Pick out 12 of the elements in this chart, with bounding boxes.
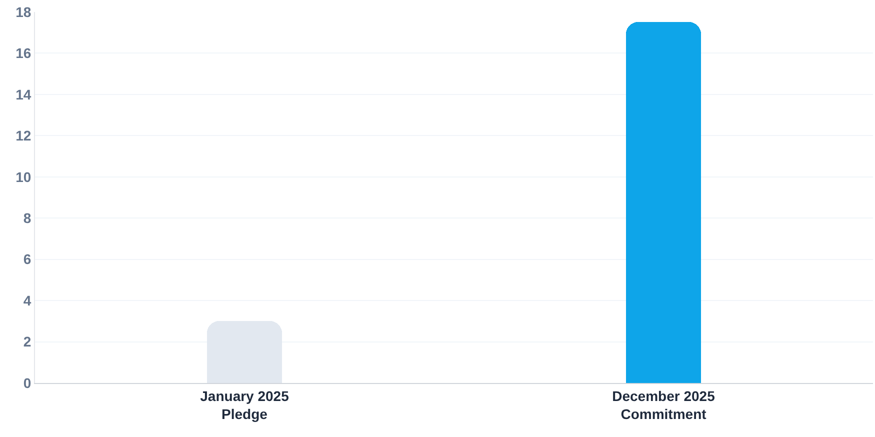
y-tick-label: 12 [16,128,32,144]
y-tick-label: 4 [23,292,32,308]
y-tick-label: 10 [16,168,32,185]
y-tick-label: 2 [23,334,32,350]
y-tick-label: 8 [23,210,32,226]
y-tick-label: 0 [23,374,32,391]
x-tick-label: December 2025 Commitment [612,388,716,422]
x-tick-label: January 2025 Pledge [200,388,290,422]
y-tick-label: 18 [16,4,32,20]
y-tick-label: 16 [16,45,32,62]
y-tick-label: 14 [16,86,32,102]
y-tick-label: 6 [23,251,32,268]
